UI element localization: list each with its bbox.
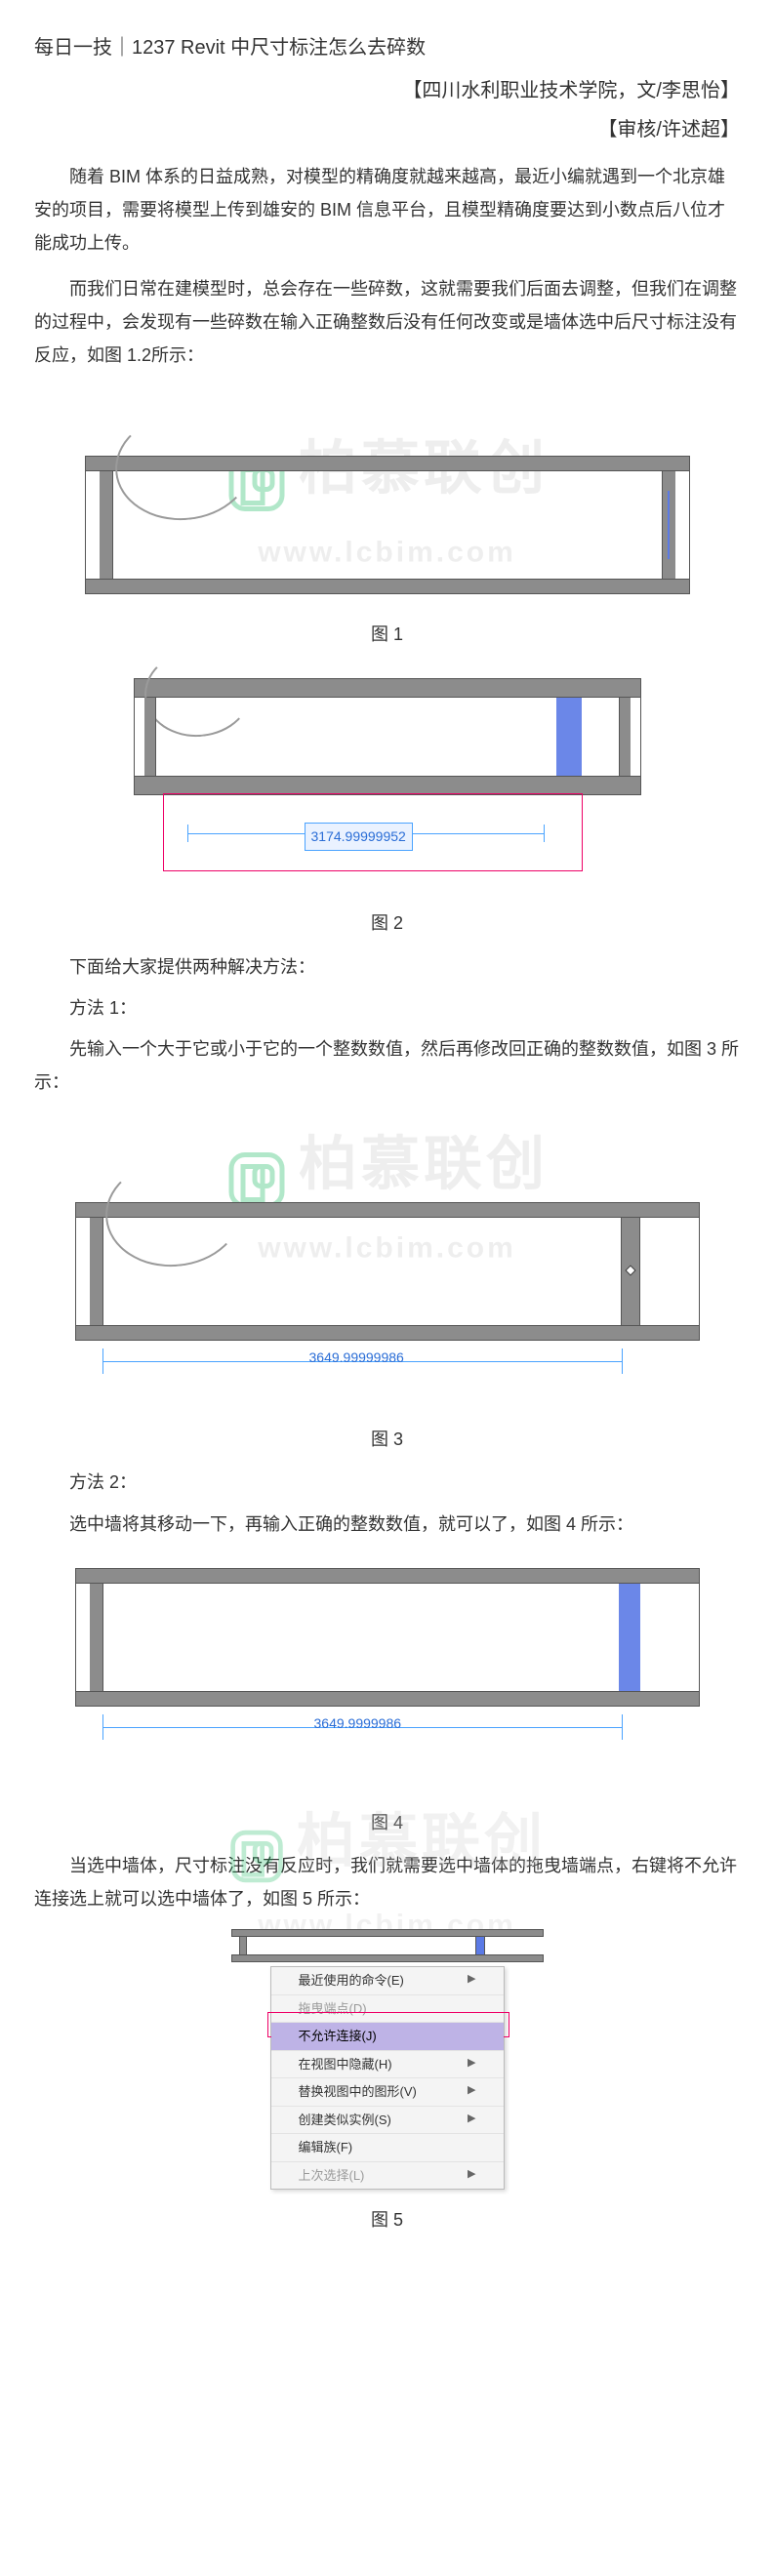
method-1-body: 先输入一个大于它或小于它的一个整数数值，然后再修改回正确的整数数值，如图 3 所… [34,1032,740,1099]
context-menu-item: 上次选择(L)▶ [271,2162,504,2190]
caption-3: 图 3 [34,1423,740,1456]
context-menu-item[interactable]: 编辑族(F) [271,2134,504,2162]
method-1-head: 方法 1： [34,991,740,1025]
method-2-head: 方法 2： [34,1466,740,1499]
submenu-arrow-icon: ▶ [468,2111,475,2127]
submenu-arrow-icon: ▶ [468,1971,475,1988]
figure-5: 最近使用的命令(E)▶拖曳端点(D)不允许连接(J)在视图中隐藏(H)▶替换视图… [34,1929,740,2190]
section-curve [110,407,256,526]
caption-4: 图 4 [34,1806,740,1839]
dimension-value-fig4[interactable]: 3649.9999986 [314,1711,402,1737]
beam-bottom [85,579,690,594]
selected-wall[interactable] [556,698,582,776]
dimension-value-fig2[interactable]: 3174.99999952 [305,823,413,851]
caption-1: 图 1 [34,618,740,651]
figure-1: 柏慕联创 www.lcbim.com [34,389,740,604]
context-menu-item[interactable]: 创建类似实例(S)▶ [271,2107,504,2135]
paragraph-intro-2: 而我们日常在建模型时，总会存在一些碎数，这就需要我们后面去调整，但我们在调整的过… [34,272,740,373]
context-menu[interactable]: 最近使用的命令(E)▶拖曳端点(D)不允许连接(J)在视图中隐藏(H)▶替换视图… [270,1966,505,2190]
caption-2: 图 2 [34,906,740,940]
paragraph-intro-1: 随着 BIM 体系的日益成熟，对模型的精确度就越来越高，最近小编就遇到一个北京雄… [34,160,740,261]
context-menu-item[interactable]: 不允许连接(J) [271,2023,504,2051]
context-menu-item[interactable]: 最近使用的命令(E)▶ [271,1967,504,1995]
submenu-arrow-icon: ▶ [468,2166,475,2183]
figure-2: 3174.99999952 [34,668,740,893]
byline: 【四川水利职业技术学院，文/李思怡】 [34,72,740,109]
figure-4: 3649.9999986 [34,1558,740,1792]
mini-struct [231,1929,544,1962]
caption-5: 图 5 [34,2203,740,2236]
method-2-body: 选中墙将其移动一下，再输入正确的整数数值，就可以了，如图 4 所示： [34,1508,740,1541]
selected-wall-fig4[interactable] [619,1584,640,1691]
figure-3: 柏慕联创 www.lcbim.com 3649.99999986 [34,1116,740,1409]
page-title: 每日一技｜1237 Revit 中尺寸标注怎么去碎数 [34,29,740,66]
beam-gap [85,471,690,579]
dimension-value-fig3[interactable]: 3649.99999986 [309,1345,404,1371]
context-menu-item[interactable]: 在视图中隐藏(H)▶ [271,2051,504,2079]
reviewer: 【审核/许述超】 [34,111,740,148]
context-menu-item[interactable]: 替换视图中的图形(V)▶ [271,2078,504,2107]
methods-intro: 下面给大家提供两种解决方法： [34,950,740,984]
paragraph-after-fig4: 当选中墙体，尺寸标注没有反应时，我们就需要选中墙体的拖曳墙端点，右键将不允许连接… [34,1849,740,1915]
submenu-arrow-icon: ▶ [468,2082,475,2099]
submenu-arrow-icon: ▶ [468,2055,475,2072]
